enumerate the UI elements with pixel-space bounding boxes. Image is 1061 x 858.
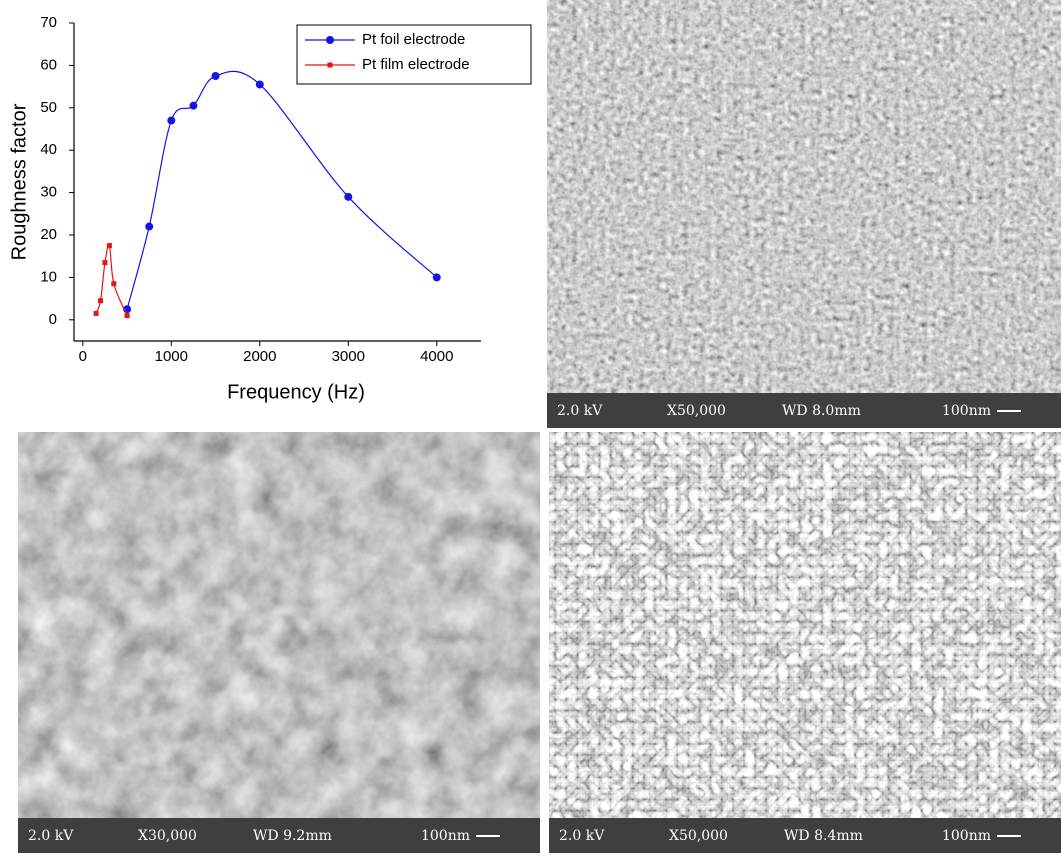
x-tick-label: 3000 [332,348,365,365]
sem-image [549,432,1061,853]
page: {"chart_data": {"type": "line", "x_label… [0,0,1061,858]
sem-magnification: X50,000 [669,828,728,844]
data-point [98,298,103,303]
y-tick-label: 60 [40,56,57,73]
sem-working-distance: WD 8.4mm [784,828,863,844]
sem-image [547,0,1061,428]
data-point [145,223,153,231]
sem-voltage: 2.0 kV [557,403,603,419]
data-point [107,243,112,248]
data-point [167,117,175,125]
sem-voltage: 2.0 kV [28,828,74,844]
x-tick-label: 1000 [155,348,188,365]
legend-marker [328,63,333,68]
y-tick-label: 20 [40,226,57,243]
x-axis-label: Frequency (Hz) [227,381,365,403]
sem-voltage: 2.0 kV [559,828,605,844]
sem-magnification: X50,000 [667,403,726,419]
sem-scale: 100nm [942,828,991,844]
y-axis-label: Roughness factor [8,103,30,260]
y-tick-label: 50 [40,99,57,116]
sem-working-distance: WD 9.2mm [253,828,332,844]
data-point [344,193,352,201]
x-tick-label: 4000 [420,348,453,365]
x-tick-label: 0 [79,348,87,365]
y-tick-label: 30 [40,184,57,201]
series-line [96,245,127,316]
legend-label: Pt foil electrode [362,31,465,48]
y-tick-label: 0 [49,311,57,328]
data-point [111,281,116,286]
data-point [433,273,441,281]
data-point [189,102,197,110]
sem-scale: 100nm [942,403,991,419]
data-point [102,260,107,265]
y-tick-label: 70 [40,14,57,31]
data-point [94,311,99,316]
data-point [212,72,220,80]
sem-panels: 2.0 kV X50,000 WD 8.0mm 100nm 2.0 kV X30,000 W… [18,0,1061,853]
figure: Frequency (Hz) Roughness factor 2.0 kV X5… [0,0,1061,853]
legend-label: Pt film electrode [362,56,470,73]
y-tick-label: 10 [40,268,57,285]
sem-scale: 100nm [421,828,470,844]
data-point [256,80,264,88]
x-tick-label: 2000 [243,348,276,365]
sem-magnification: X30,000 [138,828,197,844]
sem-working-distance: WD 8.0mm [782,403,861,419]
series-line [127,71,437,309]
sem-image [18,432,540,853]
data-point [125,313,130,318]
legend-marker [326,36,334,44]
y-tick-label: 40 [40,141,57,158]
